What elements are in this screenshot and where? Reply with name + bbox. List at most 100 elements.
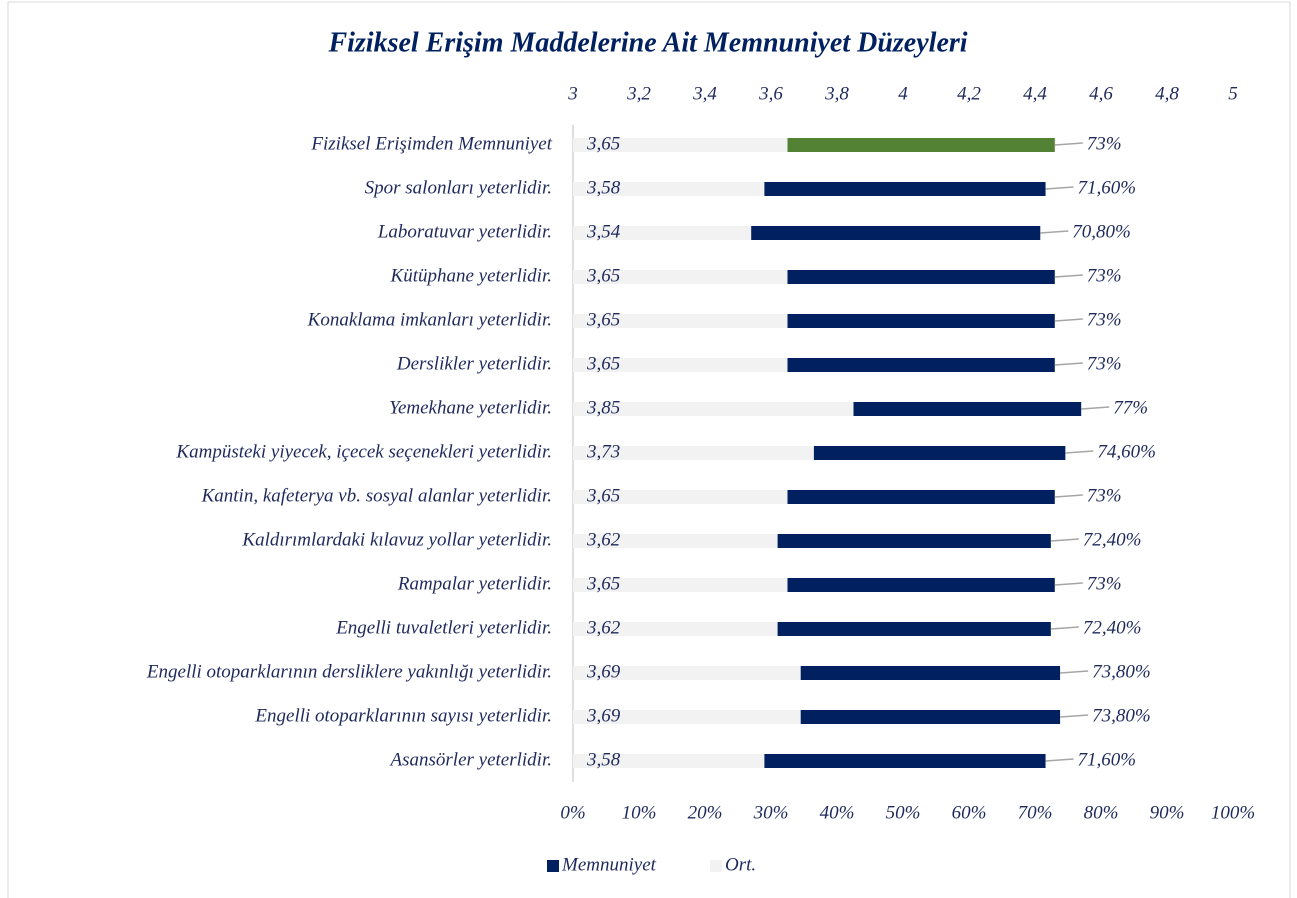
value-label: 3,54 [586,221,621,242]
x-tick-label: 20% [688,802,723,823]
bar [573,710,801,724]
bar [573,490,788,504]
category-label: Konaklama imkanları yeterlidir. [307,309,552,330]
leader-line [1040,230,1069,234]
value-label: 3,65 [586,485,620,506]
x2-tick-label: 3,2 [626,83,651,104]
value-label: 73% [1087,133,1122,154]
bar [573,534,778,548]
category-label: Engelli otoparklarının sayısı yeterlidir… [254,705,552,726]
x2-tick-label: 4,6 [1089,83,1113,104]
bar [573,622,778,636]
bar [573,578,788,592]
bar [573,666,801,680]
x2-tick-label: 4 [898,83,908,104]
value-label: 3,65 [586,265,620,286]
legend-swatch [547,860,559,872]
x2-tick-label: 5 [1228,83,1238,104]
value-label: 3,65 [586,353,620,374]
leader-line [1081,406,1110,410]
value-label: 3,58 [586,177,621,198]
leader-line [1060,670,1089,674]
x2-tick-label: 4,2 [957,83,981,104]
value-label: 77% [1113,397,1148,418]
leader-line [1054,494,1083,498]
x-tick-label: 80% [1084,802,1119,823]
category-label: Engelli otoparklarının dersliklere yakın… [146,661,552,682]
value-label: 3,62 [586,529,621,550]
legend-label: Memnuniyet [561,854,657,875]
bar [573,314,788,328]
value-label: 73,80% [1092,705,1151,726]
x2-tick-label: 3,8 [824,83,849,104]
leader-line [1060,714,1089,718]
x-tick-label: 50% [886,802,921,823]
x-tick-label: 30% [753,802,789,823]
x2-tick-label: 3 [567,83,578,104]
category-label: Kantin, kafeterya vb. sosyal alanlar yet… [201,485,552,506]
x2-tick-label: 3,4 [692,83,717,104]
value-label: 3,65 [586,573,620,594]
bar [573,270,788,284]
value-label: 3,69 [586,661,621,682]
category-label: Spor salonları yeterlidir. [365,177,552,198]
bar [573,402,854,416]
value-label: 3,73 [586,441,620,462]
value-label: 73% [1087,485,1122,506]
leader-line [1050,538,1079,542]
leader-line [1050,626,1079,630]
leader-line [1054,274,1083,278]
value-label: 73% [1087,573,1122,594]
bar [573,358,788,372]
category-label: Rampalar yeterlidir. [397,573,552,594]
category-label: Laboratuvar yeterlidir. [377,221,552,242]
x-tick-label: 40% [820,802,855,823]
leader-line [1065,450,1094,454]
bar [573,182,765,196]
category-label: Derslikler yeterlidir. [396,353,552,374]
value-label: 3,69 [586,705,621,726]
value-label: 73% [1087,353,1122,374]
legend-swatch [710,860,722,872]
chart-title: Fiziksel Erişim Maddelerine Ait Memnuniy… [327,27,967,58]
leader-line [1045,186,1074,190]
value-label: 3,85 [586,397,620,418]
x2-tick-label: 3,6 [758,83,783,104]
value-label: 72,40% [1083,617,1142,638]
value-label: 70,80% [1072,221,1131,242]
value-label: 73% [1087,265,1122,286]
value-label: 3,58 [586,749,621,770]
value-label: 73,80% [1092,661,1151,682]
x-tick-label: 10% [622,802,657,823]
bar [573,754,765,768]
value-label: 73% [1087,309,1122,330]
category-label: Kampüsteki yiyecek, içecek seçenekleri y… [175,441,552,462]
bar [573,446,814,460]
value-label: 3,65 [586,309,620,330]
value-label: 71,60% [1078,749,1137,770]
category-label: Fiziksel Erişimden Memnuniyet [310,133,552,154]
bar [573,226,752,240]
category-label: Kütüphane yeterlidir. [390,265,552,286]
x-tick-label: 90% [1150,802,1185,823]
category-label: Yemekhane yeterlidir. [389,397,552,418]
leader-line [1054,582,1083,586]
x-tick-label: 70% [1018,802,1053,823]
legend-label: Ort. [725,854,756,875]
x-tick-label: 0% [560,802,585,823]
value-label: 3,65 [586,133,620,154]
value-label: 71,60% [1078,177,1137,198]
category-label: Kaldırımlardaki kılavuz yollar yeterlidi… [241,529,552,550]
x2-tick-label: 4,8 [1155,83,1179,104]
x-tick-label: 100% [1211,802,1255,823]
value-label: 74,60% [1097,441,1156,462]
value-label: 72,40% [1083,529,1142,550]
leader-line [1054,318,1083,322]
leader-line [1054,142,1083,146]
bar [573,138,788,152]
leader-line [1054,362,1083,366]
value-label: 3,62 [586,617,621,638]
leader-line [1045,758,1074,762]
x-tick-label: 60% [952,802,987,823]
